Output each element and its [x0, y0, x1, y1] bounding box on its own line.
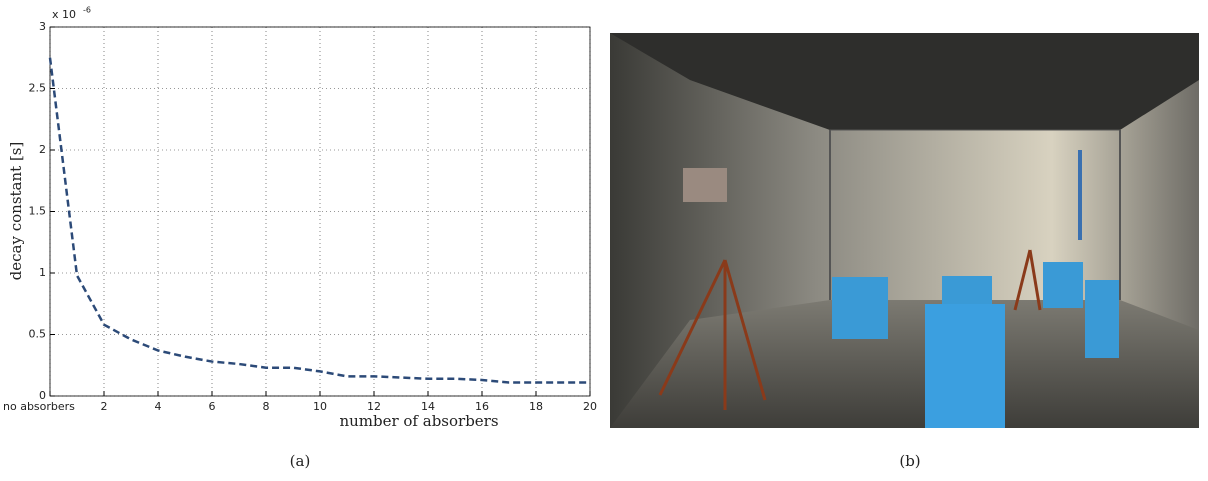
caption: (b): [899, 452, 920, 470]
data-line: [48, 57, 590, 384]
y-scale-label: x 10: [52, 8, 76, 21]
caption: (a): [290, 452, 311, 470]
photo: [610, 33, 1199, 428]
x-tick-label: 8: [263, 400, 270, 413]
y-tick-label: 0.5: [29, 328, 47, 341]
y-tick-label: 3: [39, 20, 46, 33]
x-tick-label: 12: [367, 400, 381, 413]
y-scale-exponent: -6: [83, 6, 91, 15]
plot-frame: [49, 26, 591, 397]
y-axis-label: decay constant [s]: [7, 142, 25, 281]
x-tick-label: 4: [155, 400, 162, 413]
y-tick-label: 1.5: [29, 205, 47, 218]
y-tick-label: 2.5: [29, 82, 47, 95]
x-tick-label: 6: [209, 400, 216, 413]
x-tick-label: 18: [529, 400, 543, 413]
x-tick-label: 10: [313, 400, 327, 413]
y-tick-label: 0: [39, 389, 46, 402]
x-tick-label: 14: [421, 400, 435, 413]
x-tick-label: 20: [583, 400, 597, 413]
y-tick-label: 2: [39, 143, 46, 156]
x-axis-label: number of absorbers: [339, 412, 498, 430]
x-tick-label: no absorbers: [3, 400, 75, 413]
x-tick-label: 2: [101, 400, 108, 413]
x-tick-label: 16: [475, 400, 489, 413]
y-tick-label: 1: [39, 266, 46, 279]
